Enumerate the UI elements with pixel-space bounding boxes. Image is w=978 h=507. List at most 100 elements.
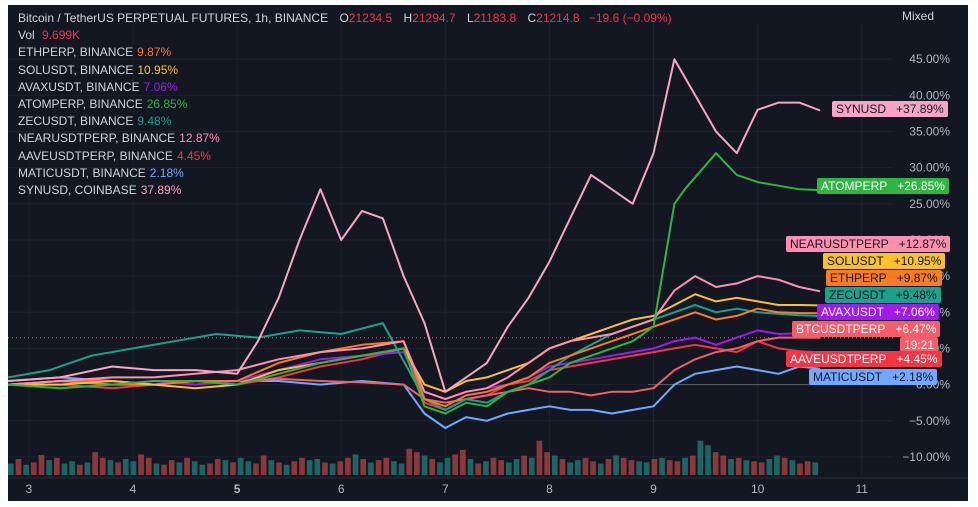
volume-bar	[398, 463, 405, 475]
volume-bar	[620, 457, 627, 475]
volume-bar	[605, 459, 612, 475]
volume-bar	[153, 463, 160, 475]
volume-bar	[130, 461, 137, 475]
volume-bar	[299, 457, 305, 475]
volume-bar	[705, 445, 711, 475]
volume-bar	[306, 460, 313, 475]
price-tag-label: AAVEUSDTPERP	[790, 352, 887, 366]
price-tag-label: NEARUSDTPERP	[790, 237, 889, 251]
volume-bar	[414, 452, 420, 475]
x-tick-label: 7	[442, 482, 449, 496]
price-tag-label: ATOMPERP	[821, 179, 888, 193]
legend-symbol: ZECUSDT, BINANCE	[18, 114, 134, 129]
volume-bar	[345, 457, 351, 475]
legend-item[interactable]: ETHPERP, BINANCE 9.87%	[18, 44, 672, 61]
x-tick-label: 3	[25, 482, 32, 496]
volume-bar	[375, 460, 382, 475]
legend-item[interactable]: AVAXUSDT, BINANCE 7.06%	[18, 79, 672, 96]
volume-bar	[483, 461, 489, 475]
volume-bar	[804, 461, 811, 475]
price-tag-atomperp: ATOMPERP +26.85%	[817, 178, 949, 194]
volume-bar	[651, 459, 658, 475]
volume-bar	[61, 463, 68, 475]
volume-bar	[276, 462, 282, 475]
legend-symbol: ETHPERP, BINANCE	[18, 45, 134, 60]
volume-bar	[92, 452, 98, 475]
volume-bar	[490, 457, 497, 475]
volume-bar	[53, 457, 60, 475]
volume-bar	[437, 462, 443, 475]
volume-bar	[613, 455, 619, 475]
volume-bar	[659, 457, 665, 475]
volume-bar	[682, 457, 688, 475]
volume-bar	[245, 461, 252, 475]
volume-bar	[689, 455, 696, 475]
volume-bar	[23, 464, 29, 475]
volume-bar	[544, 452, 550, 475]
volume-bar	[590, 461, 596, 475]
price-tag-label: MATICUSDT	[813, 370, 883, 384]
volume-bar	[636, 461, 642, 475]
legend-item[interactable]: SOLUSDT, BINANCE 10.95%	[18, 62, 672, 79]
price-tag-avaxusdt: AVAXUSDT +7.06%	[817, 304, 939, 320]
volume-bar	[360, 459, 367, 475]
volume-row[interactable]: Vol 9.699K	[18, 27, 672, 44]
volume-bars	[8, 440, 819, 475]
volume-bar	[184, 457, 190, 475]
legend-value: 7.06%	[143, 79, 178, 94]
y-tick-label: 35.00%	[909, 124, 950, 138]
volume-bar	[467, 459, 474, 475]
price-comparison-chart[interactable]: 45.00%40.00%35.00%30.00%25.00%20.00%15.0…	[8, 5, 968, 501]
volume-bar	[69, 461, 75, 475]
price-tag-label: SOLUSDT	[827, 254, 884, 268]
legend-item[interactable]: ATOMPERP, BINANCE 26.85%	[18, 96, 672, 113]
legend-item[interactable]: SYNUSD, COINBASE 37.89%	[18, 182, 672, 199]
legend-item[interactable]: ZECUSDT, BINANCE 9.48%	[18, 113, 672, 130]
volume-bar	[743, 460, 750, 475]
legend-item[interactable]: MATICUSDT, BINANCE 2.18%	[18, 165, 672, 182]
volume-bar	[253, 463, 259, 475]
volume-bar	[383, 457, 390, 475]
volume-bar	[712, 452, 719, 475]
price-tag-label: AVAXUSDT	[821, 305, 884, 319]
volume-bar	[582, 457, 589, 475]
series-lines	[8, 58, 821, 429]
legend-value: 4.45%	[176, 148, 211, 163]
volume-bar	[260, 455, 267, 475]
chart-frame: 45.00%40.00%35.00%30.00%25.00%20.00%15.0…	[8, 5, 968, 501]
main-symbol-row[interactable]: Bitcoin / TetherUS PERPETUAL FUTURES, 1h…	[18, 10, 672, 27]
scale-mode-label[interactable]: Mixed	[902, 9, 935, 23]
price-tag-ethperp: ETHPERP +9.87%	[826, 270, 942, 286]
volume-bar	[329, 463, 336, 475]
volume-bar	[528, 457, 535, 475]
x-tick-label: 9	[650, 482, 657, 496]
price-tag-btcusdtperp: BTCUSDTPERP +6.47%	[792, 321, 941, 337]
volume-bar	[214, 459, 221, 475]
volume-bar	[230, 462, 236, 475]
legend-item[interactable]: NEARUSDTPERP, BINANCE 12.87%	[18, 130, 672, 147]
price-tag-label: BTCUSDTPERP	[796, 322, 886, 336]
volume-bar	[597, 463, 604, 475]
price-tag-value: +37.89%	[896, 102, 944, 116]
open-value: 21234.5	[348, 11, 393, 25]
legend-item[interactable]: AAVEUSDTPERP, BINANCE 4.45%	[18, 148, 672, 165]
price-tag-value: +7.06%	[893, 305, 935, 319]
volume-bar	[122, 459, 129, 475]
volume-bar	[697, 440, 704, 475]
volume-bar	[99, 457, 106, 475]
y-tick-label: 30.00%	[909, 161, 950, 175]
volume-bar	[84, 462, 91, 475]
volume-bar	[521, 455, 527, 475]
price-tag-label: ETHPERP	[830, 271, 887, 285]
y-tick-label: −10.00%	[902, 450, 950, 464]
legend-symbol: AVAXUSDT, BINANCE	[18, 79, 140, 94]
volume-bar	[352, 454, 359, 475]
price-tag-value: +26.85%	[897, 179, 945, 193]
price-tag-nearusdtperp: NEARUSDTPERP +12.87%	[786, 236, 951, 252]
volume-bar	[168, 460, 175, 475]
low-label: L	[466, 11, 474, 25]
volume-bar	[498, 460, 504, 475]
series-line-atomperp	[8, 152, 821, 415]
volume-bar	[812, 462, 819, 475]
legend-value: 37.89%	[140, 183, 182, 198]
